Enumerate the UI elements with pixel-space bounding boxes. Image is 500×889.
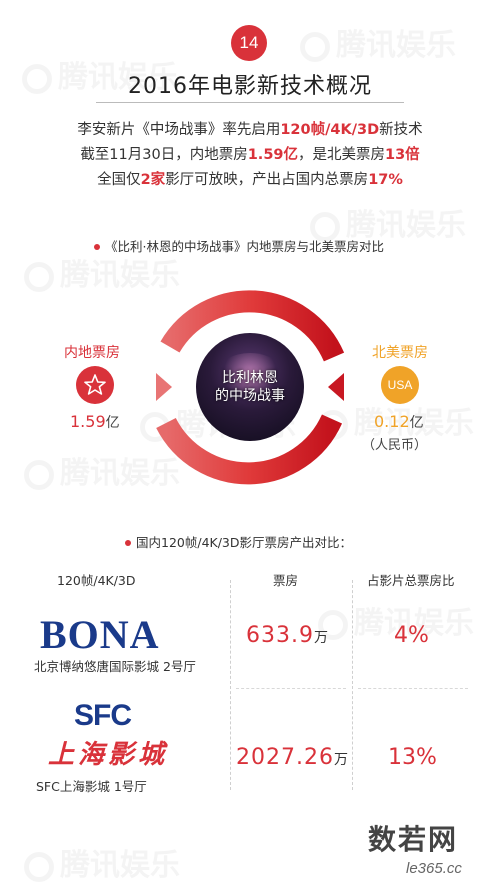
ring-left-notch — [156, 373, 172, 401]
section-number-badge: 14 — [231, 25, 267, 61]
na-box-office-value: 0.12亿 — [374, 412, 424, 431]
title-divider — [96, 102, 404, 103]
na-box-office-label: 北美票房 — [372, 345, 428, 361]
box-office-value: 2027.26万 — [236, 745, 348, 770]
column-header-format: 120帧/4K/3D — [57, 573, 136, 588]
watermark: 腾讯娱乐 — [310, 200, 466, 244]
source-logo: 数若网 — [368, 823, 459, 856]
intro-text: 李安新片《中场战事》率先启用120帧/4K/3D新技术 截至11月30日，内地票… — [0, 118, 500, 193]
poster-glow — [218, 353, 282, 393]
row-divider — [236, 688, 346, 689]
watermark: 腾讯娱乐 — [300, 20, 456, 64]
usa-icon: USA — [381, 366, 419, 404]
intro-line-2: 截至11月30日，内地票房1.59亿，是北美票房13倍 — [80, 147, 420, 163]
domestic-box-office-label: 内地票房 — [64, 345, 120, 361]
section2-heading: 国内120帧/4K/3D影厅票房产出对比： — [125, 532, 352, 551]
na-currency-note: （人民币） — [362, 438, 428, 453]
column-divider — [352, 580, 353, 790]
intro-line-1: 李安新片《中场战事》率先启用120帧/4K/3D新技术 — [77, 122, 423, 138]
column-divider — [230, 580, 231, 790]
film-poster-circle: 比利林恩 的中场战事 — [196, 333, 304, 441]
watermark: 腾讯娱乐 — [22, 52, 178, 96]
watermark: 腾讯娱乐 — [24, 840, 180, 884]
box-office-value: 633.9万 — [246, 623, 328, 648]
share-value: 13% — [388, 745, 437, 770]
source-url[interactable]: le365.cc — [406, 860, 462, 877]
sfc-logo: SFC — [74, 699, 132, 732]
cinema-name: 北京博纳悠唐国际影城 2号厅 — [34, 659, 196, 674]
column-header-box-office: 票房 — [273, 573, 299, 588]
ring-right-notch — [328, 373, 344, 401]
ring-arc-bottom — [156, 414, 343, 485]
page-title: 2016年电影新技术概况 — [128, 74, 372, 99]
intro-line-3: 全国仅2家影厅可放映，产出占国内总票房17% — [97, 172, 403, 188]
section1-heading: 《比利·林恩的中场战事》内地票房与北美票房对比 — [94, 236, 384, 255]
poster-title-line-1: 比利林恩 — [222, 370, 278, 386]
column-header-share: 占影片总票房比 — [367, 573, 455, 588]
domestic-box-office-value: 1.59亿 — [70, 412, 120, 431]
bullet-dot — [125, 539, 131, 546]
poster-title-line-2: 的中场战事 — [215, 388, 285, 404]
bona-logo: BONA — [40, 612, 160, 657]
comparison-ring — [156, 290, 345, 485]
share-value: 4% — [394, 623, 429, 648]
watermark: 腾讯娱乐 — [24, 448, 180, 492]
watermark: 腾讯娱乐 — [318, 598, 474, 642]
cinema-name: SFC上海影城 1号厅 — [36, 779, 147, 794]
shanghai-film-logo: 上海影城 — [48, 740, 169, 770]
star-icon — [76, 366, 114, 404]
bullet-dot — [94, 243, 100, 250]
ring-arc-top — [160, 290, 345, 362]
watermark: 腾讯娱乐 — [24, 250, 180, 294]
row-divider — [358, 688, 468, 689]
